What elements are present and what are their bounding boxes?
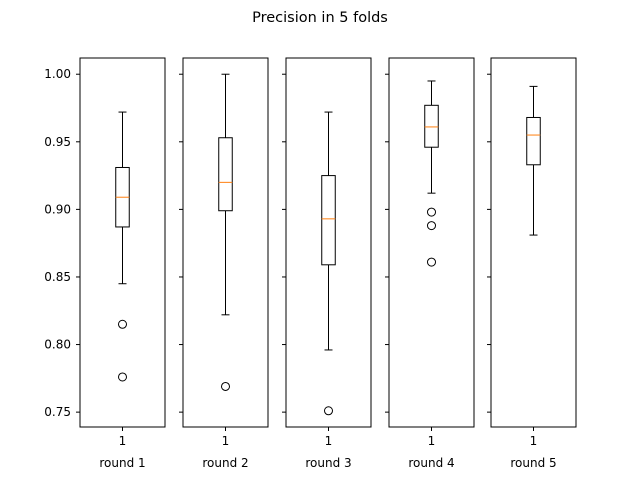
x-tick-label: 1 <box>222 434 230 448</box>
x-axis-label: round 1 <box>99 456 145 470</box>
x-axis-label: round 3 <box>305 456 351 470</box>
y-tick-label: 0.80 <box>44 338 71 352</box>
panel-round-3: 1 round 3 <box>282 57 372 470</box>
outlier-point <box>427 257 436 267</box>
box-iqr <box>526 116 541 166</box>
panel-round-5: 1 round 5 <box>487 57 577 470</box>
x-tick-label: 1 <box>428 434 436 448</box>
outlier-point <box>427 207 436 217</box>
panel-round-4: 1 round 4 <box>385 57 475 470</box>
panel-round-1: 1 round 1 <box>76 57 166 470</box>
y-axis: 0.75 0.80 0.85 0.90 0.95 1.00 <box>44 67 71 419</box>
x-tick-label: 1 <box>119 434 127 448</box>
y-tick-label: 0.90 <box>44 202 71 216</box>
box-iqr <box>424 104 439 148</box>
x-tick-label: 1 <box>325 434 333 448</box>
x-tick-label: 1 <box>530 434 538 448</box>
outlier-point <box>118 372 127 382</box>
y-tick-label: 0.95 <box>44 135 71 149</box>
panel-frame <box>388 57 475 428</box>
outlier-point <box>324 406 333 416</box>
y-tick-label: 0.75 <box>44 405 71 419</box>
box-iqr <box>218 137 233 212</box>
panel-round-2: 1 round 2 <box>179 57 269 470</box>
y-tick-label: 1.00 <box>44 67 71 81</box>
x-axis-label: round 2 <box>202 456 248 470</box>
x-axis-label: round 5 <box>510 456 556 470</box>
outlier-point <box>221 381 230 391</box>
outlier-point <box>427 221 436 231</box>
outlier-point <box>118 319 127 329</box>
panels: 1 round 1 1 round 2 1 round 3 1 round 4 1 round 5 <box>76 57 577 470</box>
y-tick-label: 0.85 <box>44 270 71 284</box>
box-iqr <box>321 175 336 266</box>
x-axis-label: round 4 <box>408 456 454 470</box>
chart-title: Precision in 5 folds <box>252 10 388 26</box>
